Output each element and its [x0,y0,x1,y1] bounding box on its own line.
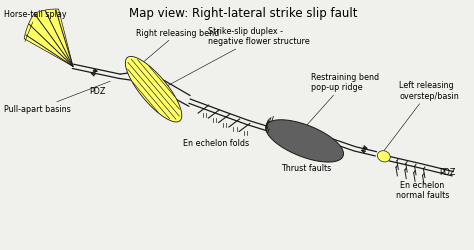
Text: Restraining bend
pop-up ridge: Restraining bend pop-up ridge [306,73,379,126]
Text: PDZ: PDZ [90,87,106,96]
Text: En echelon
normal faults: En echelon normal faults [396,181,449,200]
Polygon shape [125,56,182,122]
Text: Right releasing bend: Right releasing bend [129,28,219,74]
Text: Thrust faults: Thrust faults [281,164,331,173]
Text: En echelon folds: En echelon folds [183,140,249,148]
Text: Map view: Right-lateral strike slip fault: Map view: Right-lateral strike slip faul… [129,7,357,20]
Text: Pull-apart basins: Pull-apart basins [4,81,110,114]
Ellipse shape [377,151,390,162]
Polygon shape [266,120,344,162]
Polygon shape [24,9,73,66]
Text: Strike-slip duplex -
negative flower structure: Strike-slip duplex - negative flower str… [164,27,310,88]
Text: Left releasing
overstep/basin: Left releasing overstep/basin [384,82,459,151]
Text: Horse-tail splay: Horse-tail splay [4,10,67,42]
Text: PDZ: PDZ [439,168,456,177]
